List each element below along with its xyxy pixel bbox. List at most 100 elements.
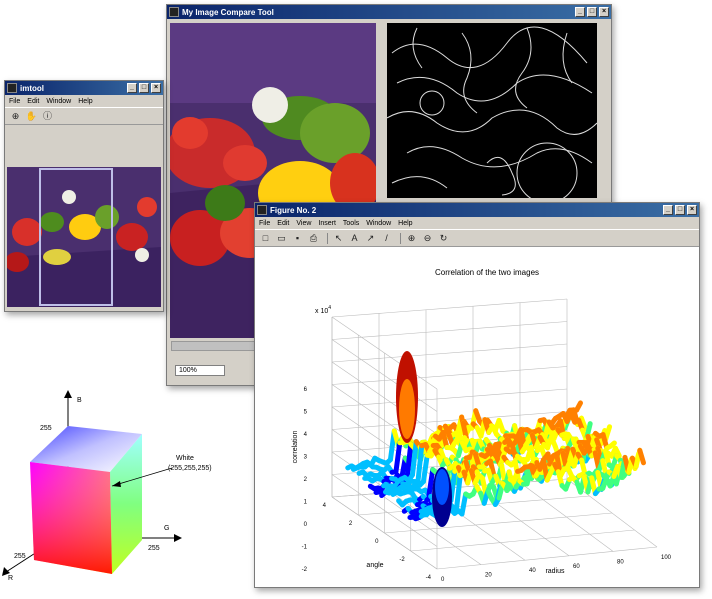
grid-line <box>331 474 438 547</box>
z-tick-label: 5 <box>304 410 308 416</box>
surface <box>345 351 646 527</box>
surface-segment <box>393 440 403 475</box>
surface-segment <box>415 443 425 484</box>
grid-line <box>384 512 613 534</box>
rotate-icon[interactable]: ↻ <box>439 233 448 243</box>
x-tick-label: 0 <box>441 577 445 583</box>
r-axis-label: R <box>8 575 13 582</box>
arrow-insert-icon[interactable]: ↗ <box>366 233 375 243</box>
image-compare-title: My Image Compare Tool <box>182 7 274 17</box>
z-tick-label: 1 <box>304 500 308 506</box>
x-tick-label: 60 <box>573 564 580 570</box>
grid-line <box>331 366 568 385</box>
rgb-color-cube-diagram: B 255 R 255 G 255 White (255,255,255) <box>2 390 212 582</box>
minimize-button[interactable]: _ <box>663 205 673 215</box>
edge-image <box>387 23 597 198</box>
menu-help[interactable]: Help <box>398 219 413 227</box>
menu-file[interactable]: File <box>9 97 21 105</box>
grid-line <box>331 321 568 340</box>
white-pointer-arrow-icon <box>112 481 121 487</box>
white-pointer-line <box>111 467 173 487</box>
z-tick-label: 2 <box>304 477 308 483</box>
x-axis-ticks: 0 20 40 60 80 100 <box>441 555 672 583</box>
imtool-window: imtool _ □ × File Edit Window Help ⊕ ✋ ⓘ <box>4 80 164 312</box>
line-icon[interactable]: / <box>385 233 388 243</box>
imtool-toolbar: ⊕ ✋ ⓘ <box>5 107 163 125</box>
white-value: (255,255,255) <box>168 465 212 472</box>
text-icon[interactable]: A <box>351 233 358 243</box>
b-axis-tick: 255 <box>40 425 52 432</box>
y-tick-label: -2 <box>399 557 405 563</box>
chart-title: Correlation of the two images <box>435 268 539 277</box>
imtool-menubar: File Edit Window Help <box>5 95 163 107</box>
matlab-icon <box>257 205 267 215</box>
arrow-icon[interactable]: ↖ <box>334 233 343 243</box>
surface-segment <box>459 491 469 517</box>
figure-window: Figure No. 2 _ □ × File Edit View Insert… <box>254 202 700 588</box>
minimize-button[interactable]: _ <box>127 83 137 93</box>
maximize-button[interactable]: □ <box>675 205 685 215</box>
surface-segment <box>420 452 430 485</box>
menu-insert[interactable]: Insert <box>318 219 336 227</box>
surface-segment <box>453 473 463 512</box>
b-axis-arrow-icon <box>64 390 72 398</box>
y-tick-label: 0 <box>375 539 379 545</box>
correlation-surface-plot[interactable]: Correlation of the two images x 104 6 5 4 3… <box>257 247 697 585</box>
x-tick-label: 20 <box>485 573 492 579</box>
info-icon[interactable]: ⓘ <box>42 111 52 121</box>
pan-icon[interactable]: ✋ <box>25 111 38 121</box>
grid-line <box>331 411 568 430</box>
maximize-button[interactable]: □ <box>587 7 597 17</box>
maximize-button[interactable]: □ <box>139 83 149 93</box>
x-tick-label: 80 <box>617 559 624 565</box>
close-button[interactable]: × <box>599 7 609 17</box>
grid-line <box>436 546 658 570</box>
surface-segment <box>603 424 613 442</box>
menu-edit[interactable]: Edit <box>277 219 290 227</box>
zoom-in-icon[interactable]: ⊕ <box>407 233 416 243</box>
figure-title: Figure No. 2 <box>270 205 317 215</box>
menu-edit[interactable]: Edit <box>27 97 40 105</box>
z-tick-label: 0 <box>304 522 308 528</box>
z-tick-label: 4 <box>304 432 308 438</box>
figure-titlebar[interactable]: Figure No. 2 _ □ × <box>255 203 699 217</box>
menu-window[interactable]: Window <box>46 97 72 105</box>
zoom-out-icon[interactable]: ⊖ <box>423 233 432 243</box>
grid-line <box>331 339 438 412</box>
close-button[interactable]: × <box>151 83 161 93</box>
matlab-icon <box>7 83 17 93</box>
g-axis-arrow-icon <box>174 534 182 542</box>
surface-segment <box>440 429 450 451</box>
save-icon[interactable]: ▪ <box>295 233 300 243</box>
y-tick-label: -4 <box>426 575 432 581</box>
z-tick-label: 6 <box>304 387 308 393</box>
grid-line <box>331 343 568 363</box>
menu-view[interactable]: View <box>296 219 312 227</box>
close-button[interactable]: × <box>687 205 697 215</box>
surface-segment <box>487 458 497 479</box>
x-axis-label: radius <box>545 568 565 575</box>
figure-menubar: File Edit View Insert Tools Window Help <box>255 217 699 229</box>
cube-side-face <box>110 434 142 574</box>
surface-valley-highlight <box>435 469 449 505</box>
imtool-titlebar[interactable]: imtool _ □ × <box>5 81 163 95</box>
z-tick-label: 3 <box>304 455 308 461</box>
r-axis-arrow-icon <box>2 567 10 576</box>
zoom-readout[interactable]: 100% <box>175 365 225 376</box>
surface-segment <box>426 467 436 498</box>
minimize-button[interactable]: _ <box>575 7 585 17</box>
zoom-in-icon[interactable]: ⊕ <box>11 111 20 121</box>
grid-line <box>331 361 438 435</box>
open-icon[interactable]: ▭ <box>277 233 286 243</box>
menu-help[interactable]: Help <box>78 97 93 105</box>
menu-file[interactable]: File <box>259 219 271 227</box>
z-tick-label: -2 <box>302 567 308 573</box>
menu-tools[interactable]: Tools <box>342 219 360 227</box>
image-compare-titlebar[interactable]: My Image Compare Tool _ □ × <box>167 5 611 19</box>
toolbar-separator <box>327 232 328 244</box>
menu-window[interactable]: Window <box>366 219 392 227</box>
print-icon[interactable]: ⎙ <box>309 233 318 243</box>
grid-line <box>410 529 635 552</box>
z-axis-ticks: 6 5 4 3 2 1 0 -1 -2 <box>302 387 308 573</box>
new-icon[interactable]: □ <box>262 233 269 243</box>
